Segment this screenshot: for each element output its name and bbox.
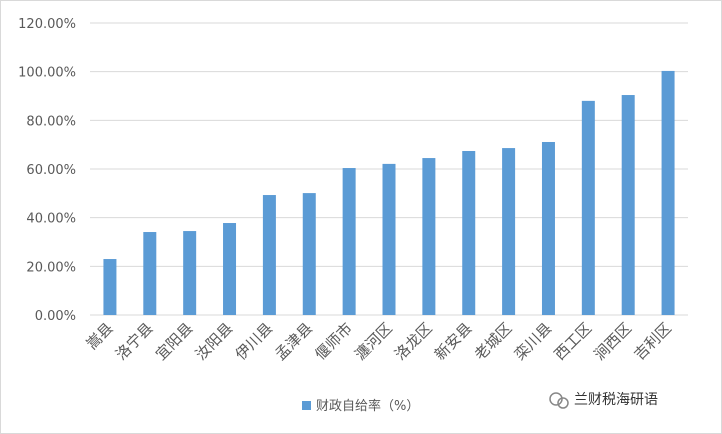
bar xyxy=(581,100,595,315)
bar xyxy=(502,148,516,315)
bar xyxy=(103,259,117,315)
y-tick-label: 60.00% xyxy=(26,163,76,178)
legend-label: 财政自给率（%） xyxy=(316,398,419,414)
bar xyxy=(183,231,197,315)
y-tick-label: 80.00% xyxy=(26,114,76,129)
legend-swatch xyxy=(302,401,311,410)
y-tick-label: 120.00% xyxy=(18,17,76,32)
y-tick-label: 40.00% xyxy=(26,212,76,227)
watermark: 兰财税海研语 xyxy=(574,392,658,408)
bar xyxy=(541,141,555,315)
bar xyxy=(382,163,396,315)
bar xyxy=(621,95,635,315)
bar xyxy=(143,232,157,315)
bar xyxy=(342,168,356,315)
y-tick-label: 100.00% xyxy=(18,66,76,81)
bar xyxy=(661,70,675,315)
y-tick-label: 0.00% xyxy=(35,309,76,324)
bar xyxy=(302,193,316,315)
bar xyxy=(422,158,436,315)
watermark-icon xyxy=(549,392,569,409)
bar xyxy=(223,223,237,315)
bar xyxy=(462,150,476,315)
y-tick-label: 20.00% xyxy=(26,260,76,275)
bar xyxy=(262,195,276,315)
